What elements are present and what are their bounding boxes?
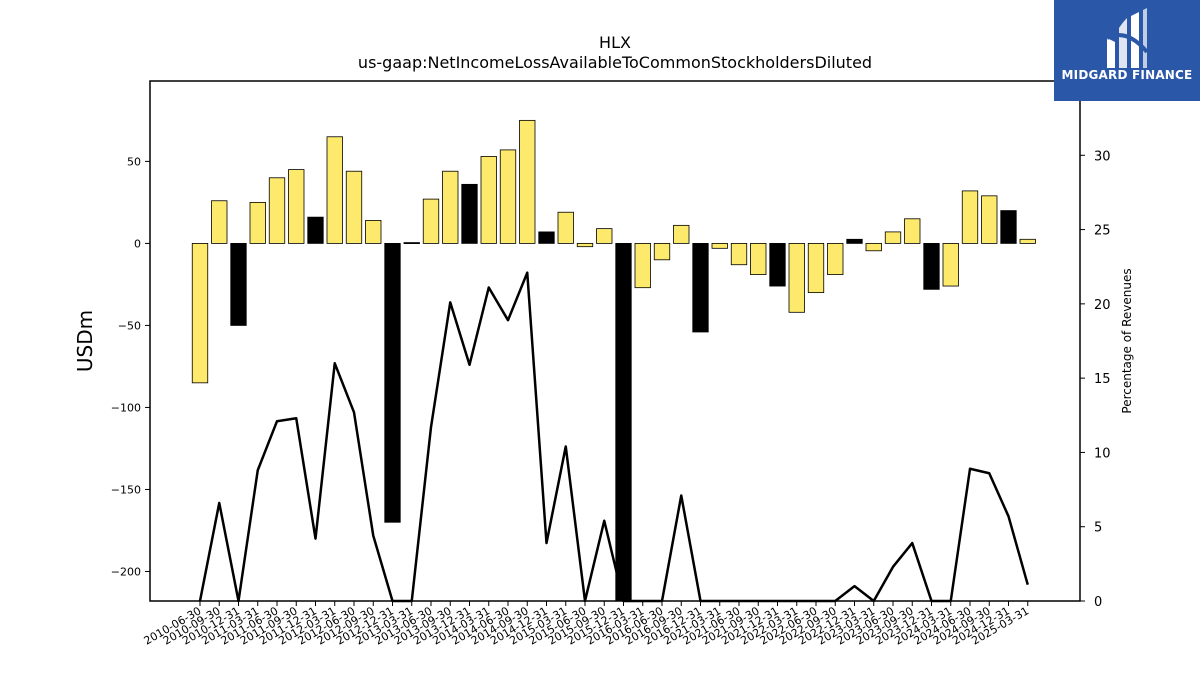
bar-2016-09-30 — [673, 224, 690, 244]
bar-2015-03-31 — [557, 211, 574, 244]
bar-2021-09-30 — [750, 242, 767, 275]
y2-axis-label: Percentage of Revenues — [1120, 268, 1134, 413]
bar-2025-03-31 — [1019, 238, 1036, 244]
bar-2015-12-31 — [615, 242, 632, 602]
midgard-m-logo-icon — [1106, 8, 1149, 68]
bar-2015-09-30 — [596, 228, 613, 244]
bar-2024-09-30 — [981, 195, 998, 244]
bar-2022-06-30 — [807, 242, 825, 294]
chart-title: HLX — [599, 33, 631, 52]
y2-tick-label: 0 — [1094, 595, 1102, 610]
bar-2011-06-30 — [268, 177, 286, 244]
brand-name: MIDGARD FINANCE — [1061, 68, 1193, 82]
bar-2011-03-31 — [249, 201, 266, 244]
bar-2023-12-31 — [923, 242, 940, 290]
bar-2023-09-30 — [904, 218, 921, 244]
bar-2016-03-31 — [634, 242, 651, 289]
y-tick-label: −100 — [111, 401, 141, 414]
chart-subtitle: us-gaap:NetIncomeLossAvailableToCommonSt… — [358, 53, 872, 72]
bar-2024-12-31 — [1000, 210, 1017, 244]
y-tick-label: −50 — [118, 319, 141, 332]
y2-tick-label: 15 — [1094, 372, 1111, 387]
bar-2022-09-30 — [827, 242, 844, 275]
line-series — [198, 271, 1029, 603]
bar-2022-03-31 — [788, 242, 805, 313]
x-axis: 2010-06-302010-09-302010-12-312011-03-31… — [142, 601, 1031, 648]
bar-2010-12-31 — [230, 242, 247, 326]
bar-2013-09-30 — [442, 170, 459, 244]
bar-2024-06-30 — [961, 190, 979, 244]
y2-tick-label: 20 — [1094, 298, 1111, 313]
bar-2015-06-30 — [576, 242, 594, 248]
bar-2013-03-31 — [403, 242, 420, 244]
bar-2010-06-30 — [191, 242, 209, 384]
bar-2022-12-31 — [846, 238, 863, 244]
bar-2012-03-31 — [326, 136, 343, 244]
y-tick-label: 50 — [127, 155, 141, 168]
bar-2014-12-31 — [538, 231, 555, 244]
brand-logo: MIDGARD FINANCE — [1054, 0, 1200, 101]
bar-series — [191, 119, 1036, 602]
y-tick-label: 0 — [134, 237, 141, 250]
y-axis-right: 30 25 20 15 10 5 0 — [1080, 149, 1111, 610]
bar-2013-06-30 — [422, 198, 440, 244]
bar-2024-03-31 — [942, 242, 959, 287]
bar-2014-09-30 — [519, 119, 536, 244]
bar-2011-09-30 — [288, 169, 305, 244]
y-axis-left: 50 0 −50 −100 −150 −200 — [111, 155, 150, 578]
bar-2021-03-31 — [711, 242, 728, 249]
plot-frame — [149, 80, 1081, 602]
bar-2021-06-30 — [730, 242, 748, 266]
bar-2016-06-30 — [653, 242, 671, 261]
y-tick-label: −200 — [111, 565, 141, 578]
bar-2014-03-31 — [480, 156, 497, 244]
y2-tick-label: 10 — [1094, 446, 1111, 461]
bar-2013-12-31 — [461, 183, 478, 244]
y2-tick-label: 30 — [1094, 149, 1111, 164]
bar-2023-06-30 — [884, 231, 902, 244]
bar-2014-06-30 — [499, 149, 517, 244]
y-axis-label: USDm — [73, 310, 97, 372]
y2-tick-label: 25 — [1094, 224, 1111, 239]
y-tick-label: −150 — [111, 483, 141, 496]
bar-2012-09-30 — [365, 220, 382, 244]
y2-tick-label: 5 — [1094, 521, 1102, 536]
bar-2010-09-30 — [211, 200, 228, 244]
bar-2012-06-30 — [345, 170, 363, 244]
bar-2011-12-31 — [307, 216, 324, 244]
bar-2012-12-31 — [384, 242, 401, 523]
bar-2016-12-31 — [692, 242, 709, 333]
bar-2023-03-31 — [865, 242, 882, 252]
percentage-line — [198, 271, 1029, 603]
bar-2021-12-31 — [769, 242, 786, 287]
